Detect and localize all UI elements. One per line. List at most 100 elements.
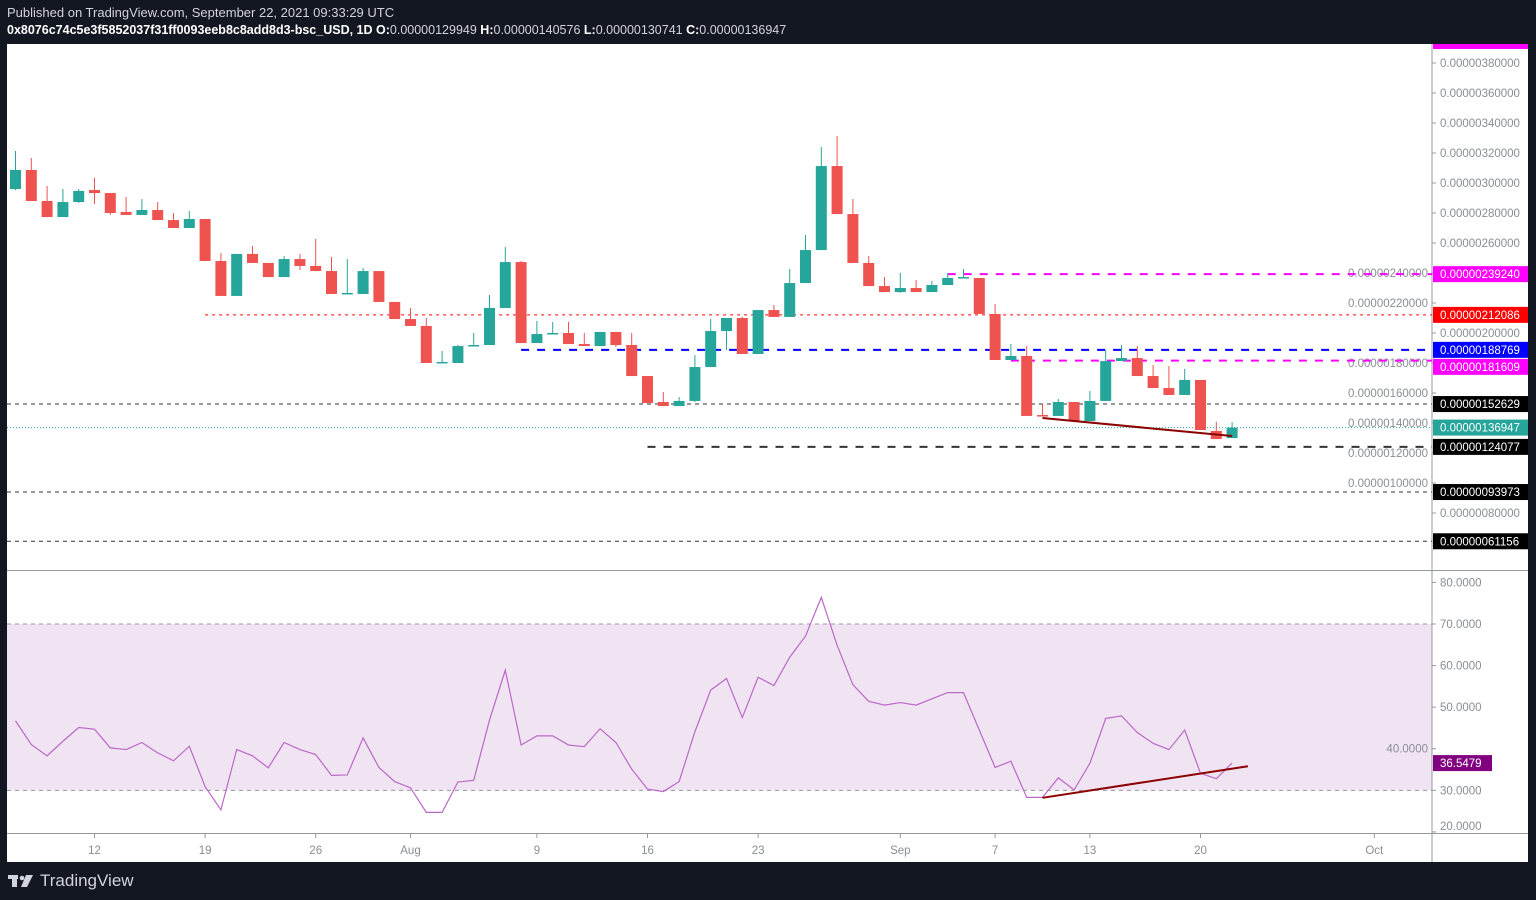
candle-body-down bbox=[89, 190, 100, 194]
candle-body-up bbox=[73, 190, 85, 203]
candle-body-down bbox=[262, 262, 274, 278]
price-tick-label: 0.00000160000 bbox=[1348, 388, 1428, 400]
candle-body-down bbox=[25, 169, 37, 201]
candle-body-down bbox=[578, 343, 590, 347]
level-price-label-bg bbox=[1433, 484, 1528, 501]
symbol-ohlc-legend: 0x8076c74c5e3f5852037f31ff0093eeb8c8add8… bbox=[7, 23, 786, 37]
candle-body-up bbox=[752, 310, 764, 354]
level-price-label: 0.00000181609 bbox=[1440, 362, 1520, 374]
time-tick-label: 20 bbox=[1194, 845, 1207, 857]
candle-body-down bbox=[389, 301, 401, 320]
candle-body-up bbox=[784, 283, 796, 317]
rsi-value-label-bg bbox=[1433, 755, 1492, 772]
candle-body-up bbox=[357, 271, 369, 294]
candle-body-up bbox=[183, 219, 195, 228]
candle-body-up bbox=[231, 253, 243, 296]
candle-body-down bbox=[863, 262, 875, 287]
open-value: 0.00000129949 bbox=[389, 23, 477, 37]
low-label: L: bbox=[583, 23, 596, 37]
level-price-label: 0.00000212086 bbox=[1440, 310, 1520, 322]
high-value: 0.00000140576 bbox=[493, 23, 581, 37]
candle-body-down bbox=[847, 214, 859, 263]
price-tick-label: 0.00000380000 bbox=[1440, 58, 1520, 70]
price-tick-label: 0.00000280000 bbox=[1440, 208, 1520, 220]
price-tick-label: 0.00000200000 bbox=[1440, 328, 1520, 340]
candle-body-down bbox=[104, 193, 116, 213]
candle-body-down bbox=[973, 277, 985, 314]
level-price-label: 0.00000061156 bbox=[1440, 536, 1519, 548]
rsi-tick-label: 30.0000 bbox=[1440, 785, 1482, 797]
candle-body-down bbox=[41, 201, 53, 218]
level-price-label-bg bbox=[1433, 306, 1528, 323]
candle-body-down bbox=[1163, 388, 1175, 395]
open-label: O: bbox=[376, 23, 390, 37]
candle-body-down bbox=[610, 331, 622, 345]
horizontal-levels[interactable] bbox=[7, 273, 1432, 542]
trendlines[interactable] bbox=[1042, 417, 1249, 799]
candle-body-up bbox=[1100, 361, 1112, 401]
candle-body-down bbox=[1147, 376, 1159, 389]
rsi-value-label: 36.5479 bbox=[1440, 758, 1482, 770]
price-tick-label: 0.00000360000 bbox=[1440, 88, 1520, 100]
rsi-tick-label: 40.0000 bbox=[1386, 744, 1428, 756]
rsi-trendline bbox=[1042, 765, 1249, 799]
candle-body-up bbox=[721, 318, 732, 332]
price-tick-label: 0.00000120000 bbox=[1348, 448, 1428, 460]
price-tick-label: 0.00000300000 bbox=[1440, 178, 1520, 190]
candle-body-down bbox=[420, 325, 432, 363]
candle-body-up bbox=[800, 250, 811, 284]
price-tick-label: 0.00000100000 bbox=[1348, 478, 1428, 490]
candle-body-up bbox=[436, 361, 448, 364]
candle-body-up bbox=[1179, 379, 1191, 395]
candle-body-up bbox=[1005, 355, 1017, 360]
level-price-label-bg bbox=[1433, 358, 1528, 375]
candle-body-down bbox=[642, 376, 653, 404]
candle-body-up bbox=[341, 292, 353, 295]
candle-body-up bbox=[531, 334, 543, 344]
candle-body-down bbox=[831, 166, 843, 215]
candle-body-down bbox=[910, 288, 922, 293]
candle-body-up bbox=[499, 262, 511, 308]
time-tick-label: 23 bbox=[752, 845, 765, 857]
price-tick-label: 0.00000080000 bbox=[1440, 508, 1520, 520]
candle-body-up bbox=[942, 277, 954, 285]
time-tick-label: 13 bbox=[1084, 845, 1097, 857]
candle-body-up bbox=[894, 288, 906, 293]
rsi-indicator bbox=[15, 595, 1233, 813]
candle-body-down bbox=[310, 265, 322, 272]
candle-body-up bbox=[136, 210, 148, 215]
level-price-label-bg bbox=[1433, 419, 1528, 436]
time-tick-label: 26 bbox=[309, 845, 322, 857]
candle-body-down bbox=[1037, 415, 1048, 417]
candle-body-down bbox=[405, 319, 416, 326]
candle-body-up bbox=[468, 345, 480, 347]
candle-body-down bbox=[657, 402, 669, 407]
candle-body-down bbox=[768, 310, 780, 317]
level-price-label-bg bbox=[1433, 396, 1528, 413]
candle-body-down bbox=[294, 259, 306, 266]
axis-labels: 0.00000239240 0.00000212086 0.00000188769 0… bbox=[1433, 266, 1528, 772]
rsi-tick-label: 70.0000 bbox=[1440, 619, 1482, 631]
candle-body-down bbox=[989, 313, 1001, 360]
time-tick-label: 9 bbox=[534, 845, 540, 857]
symbol-name[interactable]: 0x8076c74c5e3f5852037f31ff0093eeb8c8add8… bbox=[7, 23, 373, 37]
candle-body-up bbox=[958, 277, 969, 279]
candle-body-down bbox=[215, 261, 227, 296]
time-tick-label: Sep bbox=[890, 845, 910, 857]
candle-body-down bbox=[152, 210, 164, 221]
price-tick-label: 0.00000220000 bbox=[1348, 298, 1428, 310]
time-tick-label: 7 bbox=[992, 845, 998, 857]
level-price-label: 0.00000188769 bbox=[1440, 345, 1520, 357]
candle-body-up bbox=[673, 400, 685, 407]
candle-body-down bbox=[120, 211, 132, 215]
time-tick-label: 19 bbox=[199, 845, 212, 857]
candle-body-down bbox=[1131, 358, 1143, 377]
level-price-label: 0.00000136947 bbox=[1440, 423, 1520, 435]
tradingview-logo-text: TradingView bbox=[40, 871, 134, 890]
tradingview-logo[interactable]: TradingView bbox=[8, 871, 134, 891]
candle-body-down bbox=[326, 271, 337, 294]
candle-body-up bbox=[689, 367, 701, 401]
close-value: 0.00000136947 bbox=[699, 23, 787, 37]
price-tick-label: 0.00000320000 bbox=[1440, 148, 1520, 160]
